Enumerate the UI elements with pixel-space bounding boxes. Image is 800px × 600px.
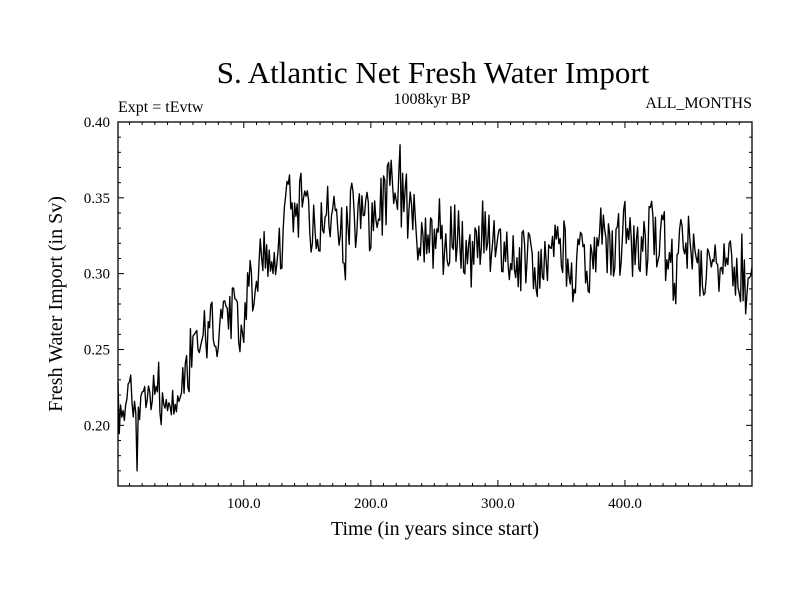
y-tick-label: 0.20 xyxy=(84,418,110,434)
x-tick-label: 400.0 xyxy=(608,496,642,512)
months-label: ALL_MONTHS xyxy=(645,95,752,112)
plot-frame xyxy=(117,121,753,487)
y-tick-label: 0.30 xyxy=(84,267,110,283)
chart-title: S. Atlantic Net Fresh Water Import xyxy=(217,55,650,90)
y-axis-label: Fresh Water Import (in Sv) xyxy=(45,196,67,412)
y-tick-label: 0.25 xyxy=(84,343,110,359)
experiment-label: Expt = tEvtw xyxy=(118,99,204,116)
y-axis: 0.20 0.25 0.30 0.35 0.40 xyxy=(84,115,752,472)
x-tick-label: 200.0 xyxy=(354,496,388,512)
y-tick-label: 0.35 xyxy=(84,191,110,207)
period-label: 1008kyr BP xyxy=(394,91,471,108)
fresh-water-line xyxy=(117,144,753,472)
y-tick-label: 0.40 xyxy=(84,115,110,131)
x-axis-label: Time (in years since start) xyxy=(331,518,539,540)
x-axis: 100.0 200.0 300.0 400.0 xyxy=(128,122,740,512)
x-tick-label: 100.0 xyxy=(227,496,261,512)
x-tick-label: 300.0 xyxy=(481,496,515,512)
